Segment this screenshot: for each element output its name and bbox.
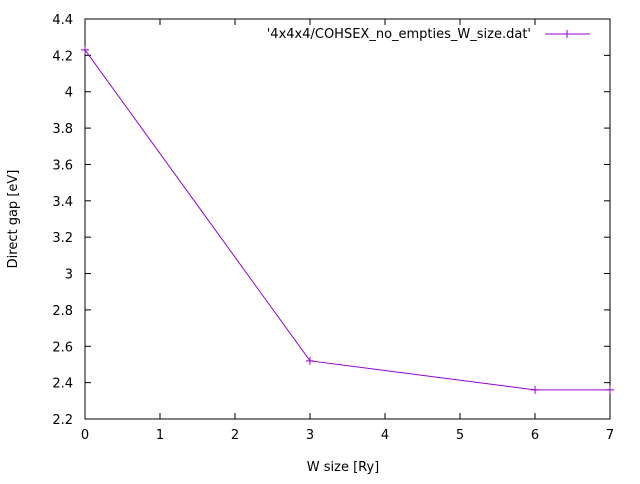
y-tick-label: 2.8 [52,304,73,319]
x-tick-label: 5 [456,428,464,443]
y-tick-label: 3.4 [52,195,73,210]
x-tick-label: 4 [381,428,389,443]
data-point-marker [531,385,539,394]
legend: '4x4x4/COHSEX_no_empties_W_size.dat' [267,27,590,42]
legend-marker-sample [563,30,571,38]
axis-ticks [84,18,611,420]
data-point-marker [81,45,89,54]
y-tick-label: 2.2 [52,413,73,428]
x-tick-label: 0 [81,428,89,443]
legend-entry-label: '4x4x4/COHSEX_no_empties_W_size.dat' [267,27,531,42]
y-tick-label: 2.6 [52,340,73,355]
series-line [84,49,610,391]
y-tick-label: 3 [65,268,73,283]
y-tick-label: 4 [65,86,73,101]
data-point-marker [306,356,314,365]
x-tick-label: 7 [606,428,614,443]
y-tick-label: 3.6 [52,158,73,173]
y-tick-label: 3.2 [52,231,73,246]
y-tick-label: 2.4 [52,377,73,392]
y-tick-label: 4.2 [52,49,73,64]
x-tick-label: 1 [156,428,164,443]
data-point-marker [606,385,614,394]
x-tick-label: 6 [531,428,539,443]
x-tick-label: 3 [306,428,314,443]
tick-labels: 0 1 2 3 4 5 6 7 2.2 2.4 2.6 2.8 3 3.2 3.4 3.6 3.8 4 4.2 4.4 [52,13,614,443]
plot-frame [84,18,611,420]
y-axis-label: Direct gap [eV] [6,170,21,269]
y-tick-label: 3.8 [52,122,73,137]
x-axis-label: W size [Ry] [307,460,379,475]
series-group [81,45,614,394]
y-tick-label: 4.4 [52,13,73,28]
x-tick-label: 2 [231,428,239,443]
